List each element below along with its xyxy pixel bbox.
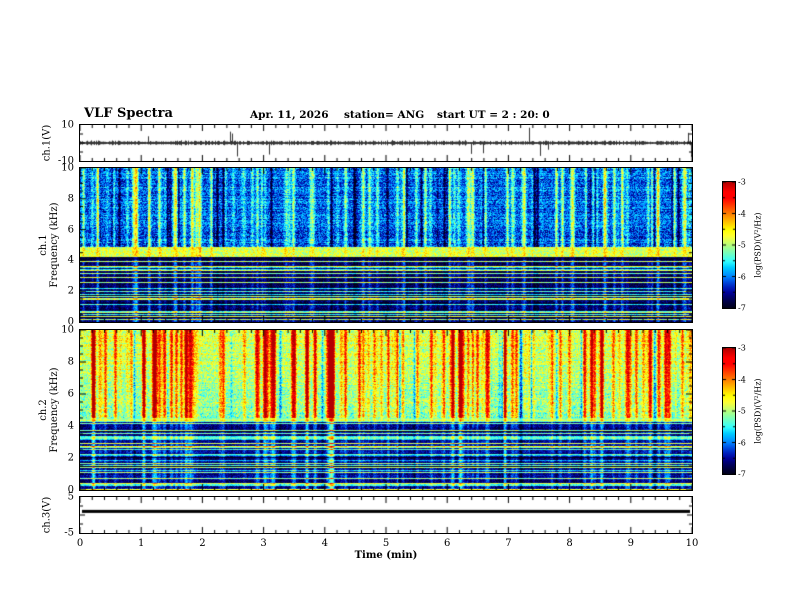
colorbar-1-tick-label: -7 [738, 303, 746, 313]
x-tick-label: 7 [505, 538, 512, 549]
spec1-y-tick-label: 6 [67, 224, 74, 236]
start-ut-label: start UT = 2 : 20: 0 [437, 109, 550, 121]
spec1-y-tick-label: 4 [67, 254, 74, 266]
x-tick-label: 9 [627, 538, 634, 549]
x-tick-label: 1 [138, 538, 145, 549]
ch1-wave-y-tick-label: 10 [61, 119, 74, 131]
spec1-ylabel-line2: Frequency (kHz) [49, 202, 60, 288]
ch2-spectrogram-canvas [80, 330, 692, 490]
ch1-waveform-panel [79, 124, 693, 162]
colorbar-1-tick-label: -4 [738, 209, 746, 218]
x-tick-label: 2 [199, 538, 206, 549]
spec2-y-tick-label: 4 [67, 420, 74, 432]
spec2-y-tick-label: 10 [61, 324, 74, 336]
spec1-ylabel: ch.1 Frequency (kHz) [38, 202, 60, 287]
x-tick-label: 8 [566, 538, 573, 549]
station-label: station= ANG [344, 109, 425, 121]
spec1-ylabel-line1: ch.1 [38, 234, 49, 256]
ch1-spectrogram-canvas [80, 168, 692, 322]
spec2-y-tick-label: 2 [67, 452, 74, 464]
spec2-y-tick-label: 8 [67, 356, 74, 368]
colorbar-1-tick-label: -5 [738, 240, 746, 250]
spec1-y-tick-label: 8 [67, 193, 74, 205]
x-tick-label: 10 [685, 538, 699, 549]
colorbar-2-tick-label: -3 [738, 343, 746, 353]
spec1-y-tick-label: 0 [67, 316, 74, 328]
x-tick-label: 6 [444, 538, 451, 549]
colorbar-2-canvas [723, 348, 735, 474]
colorbar-2-label: log(PSD)(V²/Hz) [753, 378, 763, 444]
spec1-y-tick-label: 10 [61, 162, 74, 174]
ch3-trace-canvas [80, 497, 692, 533]
colorbar-1-label: log(PSD)(V²/Hz) [753, 212, 763, 278]
colorbar-2-tick-label: -7 [738, 469, 746, 479]
x-tick-label: 4 [321, 538, 328, 549]
ch1-waveform-canvas [80, 125, 692, 161]
spec2-y-tick-label: 6 [67, 388, 74, 400]
ch3-y-tick-label: 5 [67, 491, 74, 503]
ch1-spectrogram-panel [79, 167, 693, 323]
x-tick-label: 0 [76, 538, 84, 549]
spec2-y-tick-label: 0 [67, 484, 74, 496]
colorbar-2 [722, 347, 736, 475]
spec2-ylabel: ch.2 Frequency (kHz) [38, 367, 60, 452]
ch3-trace-panel [79, 496, 693, 534]
x-tick-label: 5 [382, 538, 390, 549]
plot-title: VLF Spectra [84, 106, 173, 121]
colorbar-1-tick-label: -3 [738, 177, 746, 187]
spec2-ylabel-line1: ch.2 [38, 399, 49, 421]
ch3-y-tick-label: -5 [64, 527, 74, 539]
spec1-y-tick-label: 2 [67, 285, 74, 297]
date-label: Apr. 11, 2026 [250, 109, 329, 121]
ch2-spectrogram-panel [79, 329, 693, 491]
colorbar-2-tick-label: -6 [738, 438, 746, 447]
colorbar-1 [722, 181, 736, 309]
colorbar-1-tick-label: -6 [738, 272, 746, 281]
spec2-ylabel-line2: Frequency (kHz) [49, 367, 60, 453]
colorbar-2-tick-label: -4 [738, 375, 746, 384]
x-axis-title: Time (min) [354, 550, 418, 561]
colorbar-1-canvas [723, 182, 735, 308]
x-tick-label: 3 [260, 538, 267, 549]
colorbar-2-tick-label: -5 [738, 406, 746, 416]
ch1-wave-y-tick-label: -10 [57, 155, 74, 167]
